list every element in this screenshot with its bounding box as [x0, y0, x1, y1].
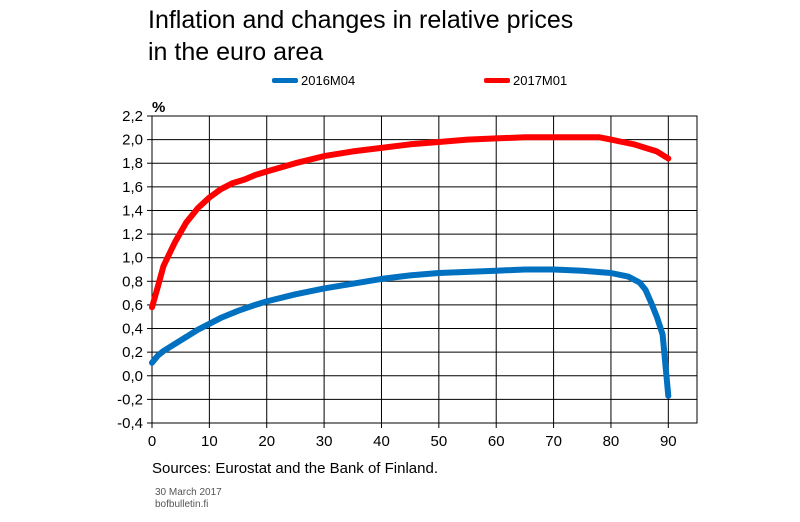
- x-tick-label: 50: [430, 433, 447, 450]
- plot-frame: [151, 115, 698, 424]
- series-line-2016m04: [149, 266, 672, 399]
- y-tick-label: 0,6: [122, 297, 143, 314]
- publication-date: 30 March 2017: [155, 487, 222, 498]
- x-tick-label: 80: [603, 433, 620, 450]
- y-tick-label: 1,4: [122, 202, 143, 219]
- y-axis-unit: %: [152, 99, 166, 116]
- legend-swatch-2017m01: [484, 78, 510, 83]
- legend-label-2017m01: 2017M01: [513, 73, 568, 88]
- y-tick-label: 0,2: [122, 344, 143, 361]
- site-name: bofbulletin.fi: [155, 499, 209, 510]
- chart-title: Inflation and changes in relative prices…: [148, 4, 573, 68]
- x-tick-label: 10: [201, 433, 218, 450]
- y-tick-label: 1,6: [122, 179, 143, 196]
- y-tick-label: 1,8: [122, 155, 143, 172]
- y-tick-label: 1,0: [122, 250, 143, 267]
- y-tick-label: 2,2: [122, 108, 143, 125]
- y-tick-labels: -0,4 -0,2 0,0 0,2 0,4 0,6 0,8 1,0 1,2 1,4 1,6 1,8 2,…: [117, 108, 143, 432]
- x-tick-label: 60: [488, 433, 505, 450]
- x-tick-label: 40: [373, 433, 390, 450]
- x-tick-labels: 0 10 20 30 40 50 60 70 80 90: [148, 433, 677, 450]
- legend-item-2017m01: 2017M01: [484, 73, 567, 88]
- legend-item-2016m04: 2016M04: [272, 73, 355, 88]
- title-line-1: Inflation and changes in relative prices: [148, 6, 574, 34]
- x-tick-label: 20: [258, 433, 275, 450]
- series-line-2017m01: [149, 134, 672, 311]
- y-tick-label: 2,0: [122, 132, 143, 149]
- series-lines: [149, 134, 672, 399]
- title-line-2: in the euro area: [148, 38, 324, 66]
- x-tick-label: 30: [316, 433, 333, 450]
- y-tick-label: 0,4: [122, 321, 143, 338]
- legend-swatch-2016m04: [272, 78, 298, 83]
- y-tick-label: 1,2: [122, 226, 143, 243]
- source-note: Sources: Eurostat and the Bank of Finlan…: [152, 460, 439, 477]
- x-tick-label: 90: [660, 433, 677, 450]
- x-tick-label: 70: [545, 433, 562, 450]
- x-tick-label: 0: [148, 433, 156, 450]
- y-tick-label: -0,4: [117, 415, 143, 432]
- y-tick-label: 0,0: [122, 368, 143, 385]
- y-tick-label: -0,2: [117, 391, 143, 408]
- legend-label-2016m04: 2016M04: [301, 73, 356, 88]
- y-tick-label: 0,8: [122, 273, 143, 290]
